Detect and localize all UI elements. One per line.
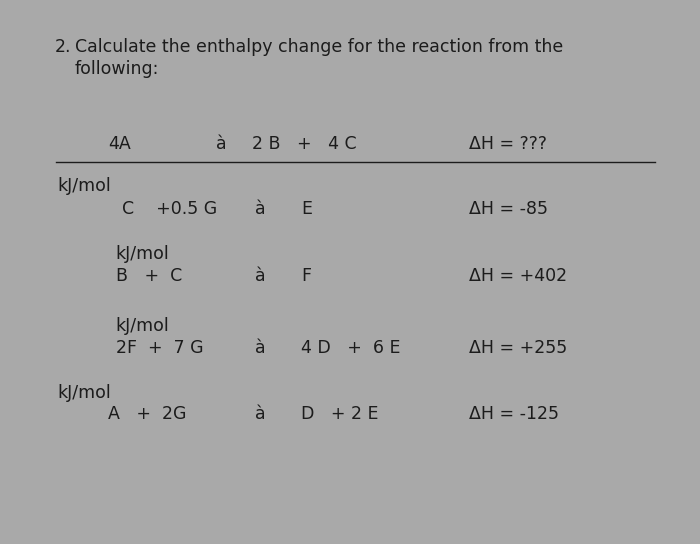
Text: E: E: [301, 200, 312, 218]
Text: A   +  2G: A + 2G: [108, 405, 187, 423]
Text: à: à: [256, 339, 266, 357]
Text: à: à: [256, 405, 266, 423]
Text: ΔH = ???: ΔH = ???: [469, 135, 547, 153]
Text: ΔH = +402: ΔH = +402: [469, 267, 567, 285]
Text: following:: following:: [75, 60, 160, 78]
Text: kJ/mol: kJ/mol: [57, 177, 111, 195]
Text: ΔH = -125: ΔH = -125: [469, 405, 559, 423]
Text: 2 B   +   4 C: 2 B + 4 C: [252, 135, 356, 153]
Text: à: à: [216, 135, 226, 153]
Text: 4 D   +  6 E: 4 D + 6 E: [301, 339, 400, 357]
Text: à: à: [256, 200, 266, 218]
Text: 2.: 2.: [55, 38, 71, 56]
Text: F: F: [301, 267, 311, 285]
Text: Calculate the enthalpy change for the reaction from the: Calculate the enthalpy change for the re…: [75, 38, 564, 56]
Text: kJ/mol: kJ/mol: [116, 245, 169, 263]
Text: C    +0.5 G: C +0.5 G: [122, 200, 218, 218]
Text: 2F  +  7 G: 2F + 7 G: [116, 339, 203, 357]
Text: B   +  C: B + C: [116, 267, 182, 285]
Text: 4A: 4A: [108, 135, 132, 153]
Text: kJ/mol: kJ/mol: [116, 317, 169, 335]
Text: D   + 2 E: D + 2 E: [301, 405, 379, 423]
Text: ΔH = -85: ΔH = -85: [469, 200, 548, 218]
Text: kJ/mol: kJ/mol: [57, 384, 111, 401]
Text: ΔH = +255: ΔH = +255: [469, 339, 567, 357]
Text: à: à: [256, 267, 266, 285]
